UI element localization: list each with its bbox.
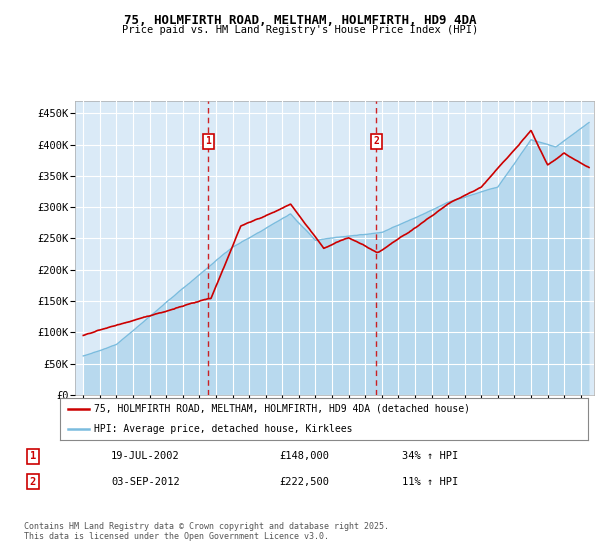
Text: 11% ↑ HPI: 11% ↑ HPI [402, 477, 458, 487]
Text: 2: 2 [30, 477, 36, 487]
Text: 34% ↑ HPI: 34% ↑ HPI [402, 451, 458, 461]
Text: 1: 1 [30, 451, 36, 461]
Text: Contains HM Land Registry data © Crown copyright and database right 2025.
This d: Contains HM Land Registry data © Crown c… [24, 522, 389, 542]
Text: 75, HOLMFIRTH ROAD, MELTHAM, HOLMFIRTH, HD9 4DA (detached house): 75, HOLMFIRTH ROAD, MELTHAM, HOLMFIRTH, … [94, 404, 470, 413]
Text: £148,000: £148,000 [279, 451, 329, 461]
Text: 19-JUL-2002: 19-JUL-2002 [111, 451, 180, 461]
Text: 1: 1 [205, 137, 211, 147]
Text: £222,500: £222,500 [279, 477, 329, 487]
Text: HPI: Average price, detached house, Kirklees: HPI: Average price, detached house, Kirk… [94, 424, 353, 433]
Text: 2: 2 [373, 137, 379, 147]
Text: 75, HOLMFIRTH ROAD, MELTHAM, HOLMFIRTH, HD9 4DA: 75, HOLMFIRTH ROAD, MELTHAM, HOLMFIRTH, … [124, 14, 476, 27]
Text: 03-SEP-2012: 03-SEP-2012 [111, 477, 180, 487]
Text: Price paid vs. HM Land Registry's House Price Index (HPI): Price paid vs. HM Land Registry's House … [122, 25, 478, 35]
